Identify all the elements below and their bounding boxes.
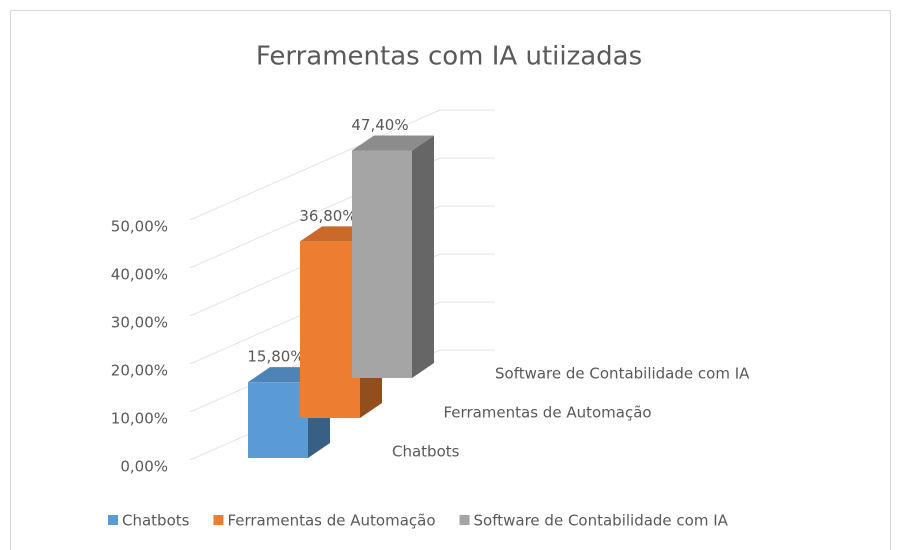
- legend-label: Software de Contabilidade com IA: [474, 512, 729, 530]
- legend-swatch: [459, 515, 470, 525]
- bar-side: [412, 135, 434, 378]
- legend-swatch: [108, 515, 118, 525]
- bar: [352, 150, 412, 378]
- y-tick-label: 40,00%: [111, 266, 168, 284]
- y-tick-label: 0,00%: [120, 458, 168, 476]
- y-tick-label: 30,00%: [111, 314, 168, 332]
- bar: [248, 382, 308, 458]
- data-label: 15,80%: [247, 348, 304, 366]
- depth-axis-label: Chatbots: [392, 443, 460, 461]
- chart-frame: [10, 10, 891, 550]
- bar-top: [352, 135, 434, 151]
- legend-label: Ferramentas de Automação: [227, 512, 435, 530]
- legend-swatch: [213, 515, 224, 525]
- bar: [300, 241, 360, 418]
- y-tick-label: 20,00%: [111, 362, 168, 380]
- chart-title: Ferramentas com IA utiizadas: [256, 42, 642, 72]
- data-label: 36,80%: [299, 207, 356, 225]
- grid-line: [189, 109, 441, 221]
- y-tick-label: 10,00%: [111, 410, 168, 428]
- y-tick-label: 50,00%: [111, 218, 168, 236]
- depth-axis-label: Ferramentas de Automação: [444, 404, 652, 422]
- legend-label: Chatbots: [122, 512, 190, 530]
- depth-axis-label: Software de Contabilidade com IA: [495, 365, 750, 383]
- data-label: 47,40%: [351, 116, 408, 134]
